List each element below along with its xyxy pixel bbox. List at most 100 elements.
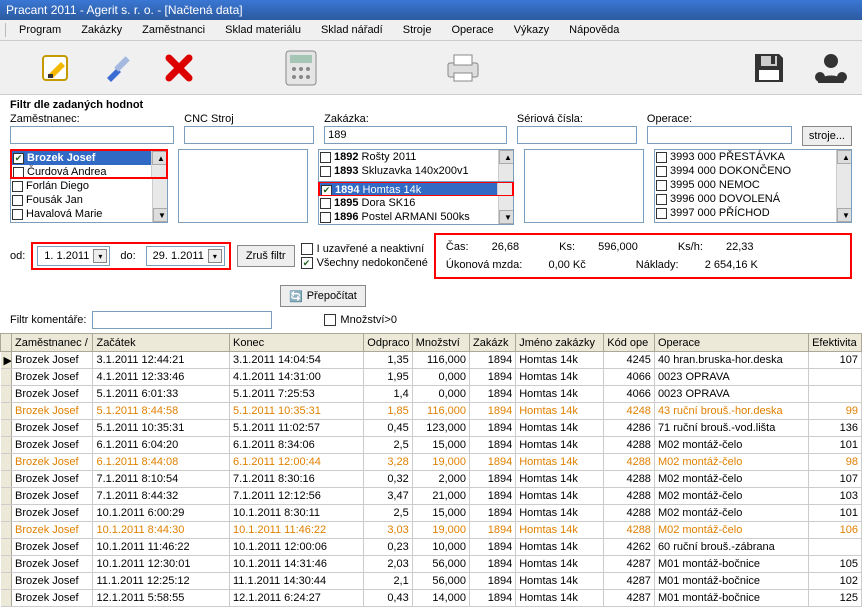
table-row[interactable]: Brozek Josef11.1.2011 12:25:1211.1.2011 …	[1, 573, 862, 590]
order-item[interactable]: 1895 Dora SK16	[319, 196, 513, 210]
operation-item[interactable]: 3993 000 PŘESTÁVKA	[655, 150, 851, 164]
table-row[interactable]: Brozek Josef6.1.2011 6:04:206.1.2011 8:3…	[1, 437, 862, 454]
col-header[interactable]: Zakázk	[469, 334, 515, 352]
zrus-filtr-button[interactable]: Zruš filtr	[237, 245, 295, 267]
table-row[interactable]: Brozek Josef6.1.2011 8:44:086.1.2011 12:…	[1, 454, 862, 471]
vsechny-checkbox[interactable]: ✔Všechny nedokončené	[301, 257, 428, 269]
user-icon[interactable]	[810, 47, 852, 89]
scrollbar[interactable]: ▼	[152, 179, 167, 222]
table-row[interactable]: Brozek Josef12.1.2011 5:58:5512.1.2011 6…	[1, 590, 862, 607]
machines-button[interactable]: stroje...	[802, 126, 852, 146]
employee-item[interactable]: Čurdová Andrea	[12, 165, 166, 177]
checkbox-icon[interactable]	[13, 167, 24, 178]
cnc-list[interactable]	[178, 149, 308, 223]
table-row[interactable]: Brozek Josef5.1.2011 8:44:585.1.2011 10:…	[1, 403, 862, 420]
operation-item[interactable]: 3996 000 DOVOLENÁ	[655, 192, 851, 206]
col-header[interactable]: Jméno zakázky	[516, 334, 604, 352]
uzavrene-checkbox[interactable]: I uzavřené a neaktivní	[301, 243, 428, 255]
data-grid[interactable]: Zaměstnanec /ZačátekKonecOdpracoMnožství…	[0, 333, 862, 607]
checkbox-icon[interactable]	[12, 195, 23, 206]
scrollbar[interactable]: ▲	[498, 150, 513, 181]
checkbox-icon[interactable]	[320, 198, 331, 209]
table-row[interactable]: Brozek Josef4.1.2011 12:33:464.1.2011 14…	[1, 369, 862, 386]
calculator-icon[interactable]	[280, 47, 322, 89]
table-row[interactable]: Brozek Josef5.1.2011 6:01:335.1.2011 7:2…	[1, 386, 862, 403]
table-row[interactable]: Brozek Josef7.1.2011 8:44:327.1.2011 12:…	[1, 488, 862, 505]
employee-input[interactable]	[10, 126, 174, 144]
edit-icon[interactable]	[34, 47, 76, 89]
menu-stroje[interactable]: Stroje	[395, 22, 440, 38]
checkbox-icon[interactable]	[320, 212, 331, 223]
order-item[interactable]: 1892 Rošty 2011	[319, 150, 513, 164]
operation-item[interactable]: 3995 000 NEMOC	[655, 178, 851, 192]
delete-icon[interactable]	[158, 47, 200, 89]
operation-input[interactable]	[647, 126, 792, 144]
save-icon[interactable]	[748, 47, 790, 89]
checkbox-icon[interactable]	[320, 152, 331, 163]
menu-vykazy[interactable]: Výkazy	[506, 22, 557, 38]
checkbox-icon[interactable]: ✔	[321, 185, 332, 196]
komentar-input[interactable]	[92, 311, 272, 329]
table-row[interactable]: Brozek Josef10.1.2011 11:46:2210.1.2011 …	[1, 539, 862, 556]
col-header[interactable]: Začátek	[93, 334, 230, 352]
table-row[interactable]: Brozek Josef10.1.2011 8:44:3010.1.2011 1…	[1, 522, 862, 539]
table-row[interactable]: Brozek Josef5.1.2011 10:35:315.1.2011 11…	[1, 420, 862, 437]
order-item-selected[interactable]: ✔1894 Homtas 14k	[320, 183, 512, 195]
order-item[interactable]: 1896 Postel ARMANI 500ks	[319, 210, 513, 224]
dropdown-icon[interactable]: ▾	[208, 249, 222, 263]
checkbox-icon[interactable]	[656, 152, 667, 163]
table-row[interactable]: ▶Brozek Josef3.1.2011 12:44:213.1.2011 1…	[1, 352, 862, 369]
prepocitat-button[interactable]: 🔄 Přepočítat	[280, 285, 366, 307]
menu-zakazky[interactable]: Zakázky	[73, 22, 130, 38]
mnozstvi-checkbox[interactable]: Množství>0	[324, 314, 397, 326]
cell: 11.1.2011 14:30:44	[229, 573, 363, 590]
employee-item-selected[interactable]: ✔ Brozek Josef	[12, 151, 166, 165]
employee-item[interactable]: Havalová Marie	[11, 207, 167, 221]
order-input[interactable]	[324, 126, 507, 144]
menu-sklad-naradi[interactable]: Sklad nářadí	[313, 22, 391, 38]
print-icon[interactable]	[442, 47, 484, 89]
col-header[interactable]: Konec	[229, 334, 363, 352]
col-header[interactable]: Operace	[654, 334, 808, 352]
operation-item[interactable]: 3994 000 DOKONČENO	[655, 164, 851, 178]
dropdown-icon[interactable]: ▾	[93, 249, 107, 263]
col-header[interactable]: Množství	[412, 334, 469, 352]
table-row[interactable]: Brozek Josef10.1.2011 12:30:0110.1.2011 …	[1, 556, 862, 573]
col-header[interactable]: Odpraco	[364, 334, 412, 352]
cnc-input[interactable]	[184, 126, 314, 144]
date-from[interactable]: 1. 1.2011 ▾	[37, 246, 110, 266]
checkbox-icon[interactable]	[656, 166, 667, 177]
menu-operace[interactable]: Operace	[443, 22, 501, 38]
checkbox-icon[interactable]	[320, 166, 331, 177]
row-marker	[1, 386, 12, 403]
col-header[interactable]: Efektivita	[809, 334, 862, 352]
menu-program[interactable]: Program	[11, 22, 69, 38]
checkbox-icon[interactable]	[656, 208, 667, 219]
checkbox-icon[interactable]	[12, 209, 23, 220]
scrollbar[interactable]: ▲	[151, 151, 166, 177]
menu-zamestnanci[interactable]: Zaměstnanci	[134, 22, 213, 38]
table-row[interactable]: Brozek Josef7.1.2011 8:10:547.1.2011 8:3…	[1, 471, 862, 488]
scrollbar[interactable]	[497, 183, 512, 195]
table-row[interactable]: Brozek Josef10.1.2011 6:00:2910.1.2011 8…	[1, 505, 862, 522]
col-header[interactable]: Kód ope	[604, 334, 655, 352]
checkbox-icon[interactable]	[656, 194, 667, 205]
col-header[interactable]: Zaměstnanec /	[12, 334, 93, 352]
checkbox-icon[interactable]	[12, 181, 23, 192]
serial-input[interactable]	[517, 126, 637, 144]
scrollbar[interactable]: ▼	[498, 196, 513, 224]
employee-item[interactable]: Forlán Diego	[11, 179, 167, 193]
scrollbar[interactable]: ▲▼	[836, 150, 851, 222]
operation-item[interactable]: 3997 000 PŘÍCHOD	[655, 206, 851, 220]
menu-napoveda[interactable]: Nápověda	[561, 22, 627, 38]
mzda-label: Úkonová mzda:	[446, 259, 522, 271]
checkbox-icon[interactable]	[656, 180, 667, 191]
serial-list[interactable]	[524, 149, 644, 223]
employee-item[interactable]: Fousák Jan	[11, 193, 167, 207]
order-item[interactable]: 1893 Skluzavka 140x200v1	[319, 164, 513, 178]
checkbox-icon[interactable]: ✔	[13, 153, 24, 164]
menu-sklad-materialu[interactable]: Sklad materiálu	[217, 22, 309, 38]
date-to[interactable]: 29. 1.2011 ▾	[146, 246, 225, 266]
brush-icon[interactable]	[96, 47, 138, 89]
operation-list[interactable]: 3993 000 PŘESTÁVKA 3994 000 DOKONČENO 39…	[654, 149, 852, 223]
